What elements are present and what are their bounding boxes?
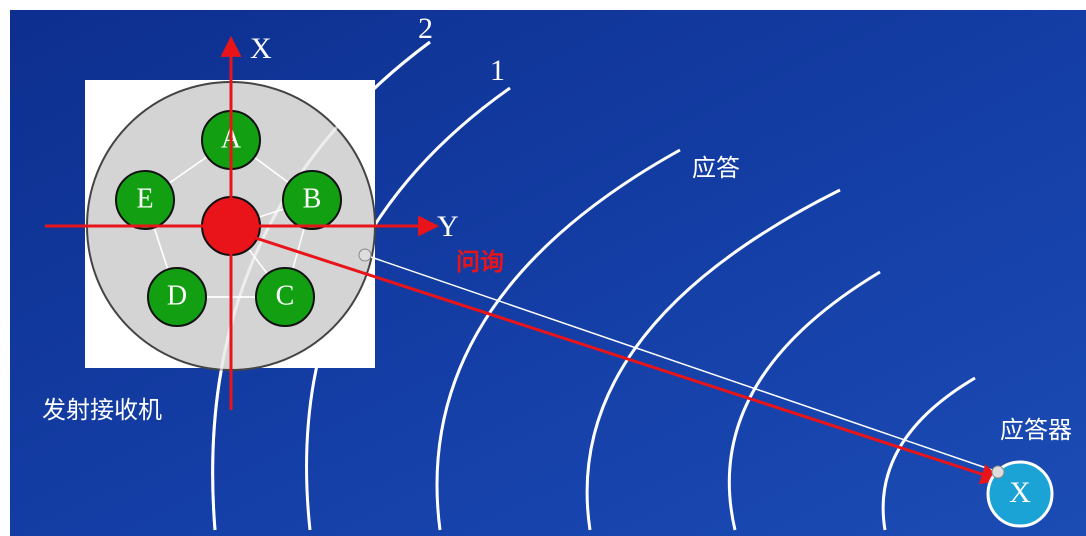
transponder xyxy=(986,460,1054,528)
node-label: E xyxy=(136,183,153,214)
arc-label: 2 xyxy=(418,12,433,45)
wave-arc xyxy=(727,270,881,531)
wave-arc xyxy=(211,40,431,531)
wave-arc xyxy=(585,188,841,531)
node xyxy=(282,170,342,230)
transponder-symbol: X xyxy=(1009,476,1031,509)
node-label: C xyxy=(276,280,295,311)
query-label: 问询 xyxy=(456,248,504,276)
anchor-dot xyxy=(358,248,372,262)
anchor-dot xyxy=(991,465,1005,479)
node xyxy=(115,170,175,230)
reply-label: 应答 xyxy=(692,154,740,182)
reference-line xyxy=(364,254,999,473)
node-label: B xyxy=(303,183,322,214)
node xyxy=(255,267,315,327)
wave-arc xyxy=(435,148,681,531)
query-ray xyxy=(230,228,1002,485)
transceiver-label: 发射接收机 xyxy=(42,396,162,424)
axis-label: Y xyxy=(437,210,459,243)
node-label: D xyxy=(167,280,187,311)
axis-label: X xyxy=(250,32,272,65)
arc-label: 1 xyxy=(490,54,505,87)
node xyxy=(147,267,207,327)
transponder-label: 应答器 xyxy=(1000,416,1072,444)
